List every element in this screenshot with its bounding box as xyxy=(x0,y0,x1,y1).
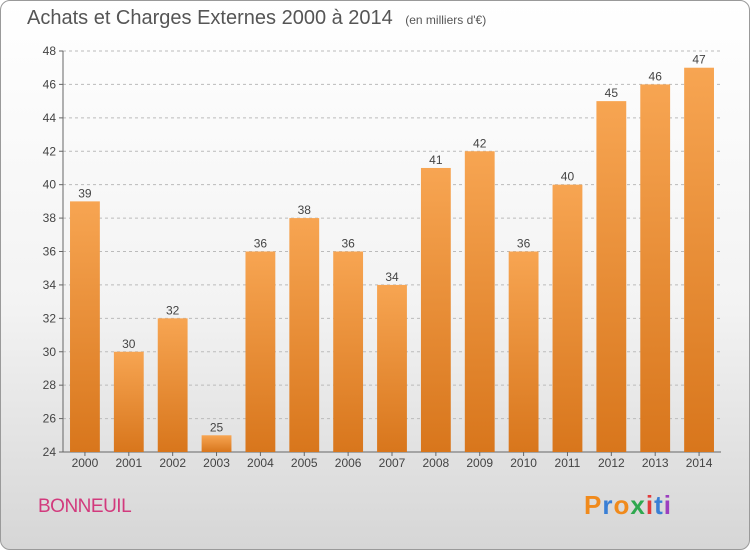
y-tick-label: 26 xyxy=(43,412,57,426)
y-tick-label: 46 xyxy=(43,77,57,91)
bar-value-label: 42 xyxy=(473,136,487,150)
x-tick-label: 2002 xyxy=(159,456,186,470)
bar-value-label: 45 xyxy=(605,86,619,100)
bars xyxy=(70,67,714,453)
x-tick-label: 2000 xyxy=(72,456,99,470)
bar-value-label: 40 xyxy=(561,170,575,184)
y-tick-label: 36 xyxy=(43,245,57,259)
x-tick-label: 2009 xyxy=(466,456,493,470)
bar-value-label: 41 xyxy=(429,153,443,167)
x-tick-label: 2008 xyxy=(423,456,450,470)
y-tick-label: 40 xyxy=(43,178,57,192)
logo-letter: o xyxy=(613,490,631,520)
bar xyxy=(289,218,320,452)
bar xyxy=(684,67,714,452)
y-tick-label: 34 xyxy=(43,278,57,292)
bar xyxy=(157,318,188,452)
bar-value-label: 47 xyxy=(692,53,706,67)
y-tick-label: 48 xyxy=(43,44,57,58)
y-tick-label: 30 xyxy=(43,345,57,359)
chart-title: Achats et Charges Externes 2000 à 2014 xyxy=(27,7,393,29)
labels: 24 26 28 30 32 34 36 38 40 42 44 46 48 39 2000 30 2001 32… xyxy=(43,44,713,470)
x-tick-label: 2010 xyxy=(510,456,537,470)
logo-letter: t xyxy=(654,490,664,520)
title-row: Achats et Charges Externes 2000 à 2014 (… xyxy=(27,7,486,30)
bar xyxy=(596,101,627,452)
x-tick-label: 2012 xyxy=(598,456,625,470)
bar-value-label: 25 xyxy=(210,420,224,434)
bar xyxy=(333,251,364,452)
bar xyxy=(245,251,276,452)
bar-value-label: 36 xyxy=(517,237,531,251)
x-tick-label: 2005 xyxy=(291,456,318,470)
bar xyxy=(464,151,495,452)
bar xyxy=(377,284,407,452)
y-tick-label: 44 xyxy=(43,111,57,125)
bar xyxy=(70,201,100,452)
logo-letter: r xyxy=(602,490,614,520)
x-tick-label: 2007 xyxy=(379,456,406,470)
bar xyxy=(552,184,583,452)
bar xyxy=(508,251,539,452)
x-tick-label: 2004 xyxy=(247,456,274,470)
bar-value-label: 38 xyxy=(298,203,312,217)
y-tick-label: 42 xyxy=(43,144,57,158)
chart-subtitle: (en milliers d'€) xyxy=(405,13,487,27)
x-tick-label: 2006 xyxy=(335,456,362,470)
y-tick-label: 32 xyxy=(43,311,57,325)
proxiti-logo[interactable]: Proxiti xyxy=(584,490,672,521)
bar-value-label: 34 xyxy=(385,270,399,284)
logo-letter: P xyxy=(584,490,603,520)
place-name: BONNEUIL xyxy=(38,496,132,517)
x-tick-label: 2013 xyxy=(642,456,669,470)
x-tick-label: 2001 xyxy=(115,456,142,470)
logo-letter: x xyxy=(630,490,646,520)
y-tick-label: 28 xyxy=(43,378,57,392)
x-tick-label: 2003 xyxy=(203,456,230,470)
bar xyxy=(201,435,232,452)
x-tick-label: 2011 xyxy=(555,456,581,470)
bar-value-label: 32 xyxy=(166,303,180,317)
x-tick-label: 2014 xyxy=(686,456,713,470)
y-tick-label: 24 xyxy=(43,445,57,459)
logo-letter: i xyxy=(645,490,655,520)
bar xyxy=(420,167,451,453)
bar-value-label: 30 xyxy=(122,337,136,351)
bar-value-label: 39 xyxy=(78,186,92,200)
bar-value-label: 46 xyxy=(649,69,663,83)
bar-value-label: 36 xyxy=(341,237,355,251)
logo-letter: i xyxy=(663,490,672,520)
bar xyxy=(113,351,144,452)
bar xyxy=(640,84,671,453)
bar-value-label: 36 xyxy=(254,237,268,251)
y-tick-label: 38 xyxy=(43,211,57,225)
